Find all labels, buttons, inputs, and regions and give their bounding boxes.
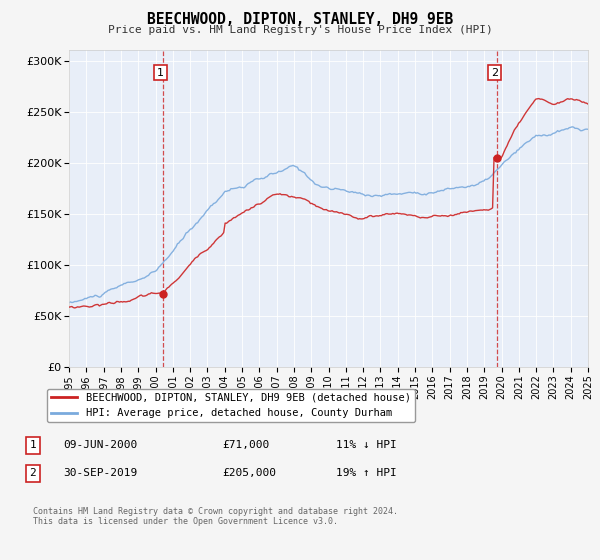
- Text: 11% ↓ HPI: 11% ↓ HPI: [336, 440, 397, 450]
- Text: Price paid vs. HM Land Registry's House Price Index (HPI): Price paid vs. HM Land Registry's House …: [107, 25, 493, 35]
- Text: 19% ↑ HPI: 19% ↑ HPI: [336, 468, 397, 478]
- Legend: BEECHWOOD, DIPTON, STANLEY, DH9 9EB (detached house), HPI: Average price, detach: BEECHWOOD, DIPTON, STANLEY, DH9 9EB (det…: [47, 389, 415, 422]
- Text: 09-JUN-2000: 09-JUN-2000: [63, 440, 137, 450]
- Text: 1: 1: [29, 440, 37, 450]
- Text: Contains HM Land Registry data © Crown copyright and database right 2024.
This d: Contains HM Land Registry data © Crown c…: [33, 507, 398, 526]
- Text: £205,000: £205,000: [222, 468, 276, 478]
- Text: 1: 1: [157, 68, 164, 77]
- Text: 2: 2: [491, 68, 498, 77]
- Text: 30-SEP-2019: 30-SEP-2019: [63, 468, 137, 478]
- Text: £71,000: £71,000: [222, 440, 269, 450]
- Text: 2: 2: [29, 468, 37, 478]
- Text: BEECHWOOD, DIPTON, STANLEY, DH9 9EB: BEECHWOOD, DIPTON, STANLEY, DH9 9EB: [147, 12, 453, 27]
